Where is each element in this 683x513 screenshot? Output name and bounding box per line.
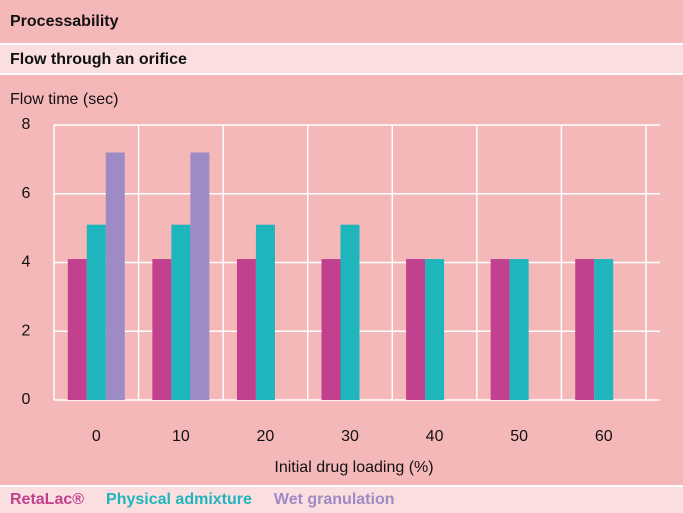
- legend-entry: Wet granulation: [274, 491, 395, 508]
- x-tick-label: 20: [257, 428, 275, 445]
- bar: [406, 259, 426, 400]
- bar: [152, 259, 172, 400]
- x-axis-label: Initial drug loading (%): [274, 459, 433, 476]
- bar: [255, 224, 275, 400]
- y-tick-label: 8: [22, 116, 31, 133]
- legend-entry: Physical admixture: [106, 491, 252, 508]
- bar: [190, 152, 210, 400]
- y-axis-label: Flow time (sec): [10, 91, 118, 108]
- x-tick-label: 0: [92, 428, 101, 445]
- bar: [67, 259, 87, 400]
- y-tick-label: 4: [22, 254, 31, 271]
- subtitle-band: [0, 45, 683, 73]
- y-tick-label: 0: [22, 391, 31, 408]
- bar: [594, 259, 614, 400]
- bar: [509, 259, 529, 400]
- x-tick-label: 50: [510, 428, 528, 445]
- bar: [105, 152, 125, 400]
- bar: [321, 259, 341, 400]
- bar: [575, 259, 595, 400]
- x-tick-label: 60: [595, 428, 613, 445]
- bar: [86, 224, 106, 400]
- legend-band: [0, 487, 683, 513]
- bar: [340, 224, 360, 400]
- x-tick-label: 40: [426, 428, 444, 445]
- bar: [490, 259, 510, 400]
- y-tick-label: 6: [22, 185, 31, 202]
- chart-subtitle: Flow through an orifice: [10, 51, 187, 68]
- bar: [171, 224, 191, 400]
- bar: [236, 259, 256, 400]
- x-tick-label: 30: [341, 428, 359, 445]
- bar: [425, 259, 445, 400]
- x-tick-label: 10: [172, 428, 190, 445]
- y-tick-label: 2: [22, 322, 31, 339]
- legend-entry: RetaLac®: [10, 491, 84, 508]
- chart-title: Processability: [10, 13, 119, 30]
